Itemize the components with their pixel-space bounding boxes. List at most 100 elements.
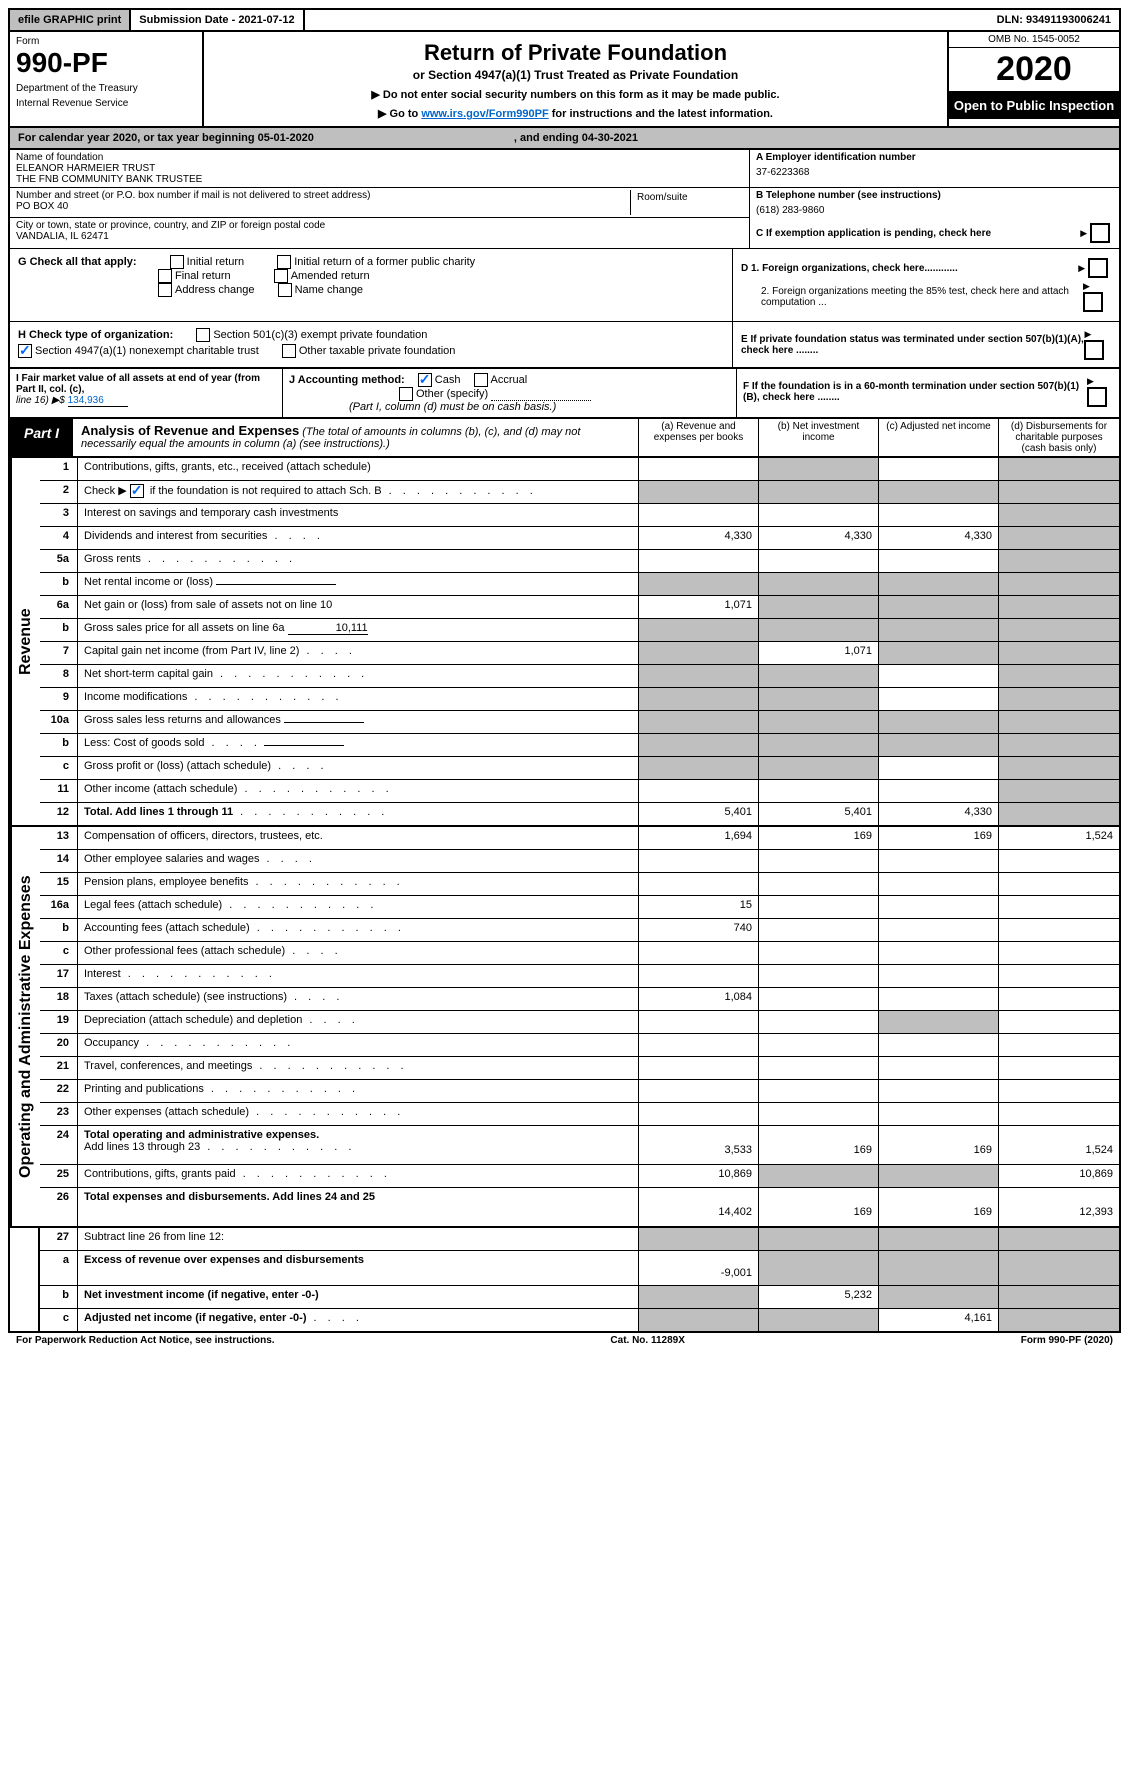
expenses-side-label: Operating and Administrative Expenses xyxy=(10,827,40,1226)
table-row: 7Capital gain net income (from Part IV, … xyxy=(40,642,1119,665)
phone-label: B Telephone number (see instructions) xyxy=(756,190,1113,201)
cash-checkbox[interactable] xyxy=(418,373,432,387)
expenses-table: Operating and Administrative Expenses 13… xyxy=(8,827,1121,1228)
table-row: 14Other employee salaries and wages xyxy=(40,850,1119,873)
amended-checkbox[interactable] xyxy=(274,269,288,283)
address-cell: Number and street (or P.O. box number if… xyxy=(10,188,749,218)
name-change-checkbox[interactable] xyxy=(278,283,292,297)
accrual-checkbox[interactable] xyxy=(474,373,488,387)
form-number: 990-PF xyxy=(16,47,196,79)
table-row: 10aGross sales less returns and allowanc… xyxy=(40,711,1119,734)
irs-link[interactable]: www.irs.gov/Form990PF xyxy=(421,108,548,120)
top-bar: efile GRAPHIC print Submission Date - 20… xyxy=(8,8,1121,32)
col-b-header: (b) Net investment income xyxy=(759,419,879,456)
header-center: Return of Private Foundation or Section … xyxy=(204,32,947,126)
d1-checkbox[interactable] xyxy=(1088,258,1108,278)
part1-label: Part I xyxy=(10,419,73,456)
e-section: E If private foundation status was termi… xyxy=(732,322,1119,367)
table-row: 13Compensation of officers, directors, t… xyxy=(40,827,1119,850)
table-row: bGross sales price for all assets on lin… xyxy=(40,619,1119,642)
dln: DLN: 93491193006241 xyxy=(989,10,1119,30)
part1-header: Part I Analysis of Revenue and Expenses … xyxy=(8,419,1121,458)
c-cell: C If exemption application is pending, c… xyxy=(749,218,1119,249)
4947a1-checkbox[interactable] xyxy=(18,344,32,358)
table-row: 23Other expenses (attach schedule) xyxy=(40,1103,1119,1126)
table-row: 11Other income (attach schedule) xyxy=(40,780,1119,803)
table-row: 18Taxes (attach schedule) (see instructi… xyxy=(40,988,1119,1011)
cat-number: Cat. No. 11289X xyxy=(610,1335,684,1346)
j-section: J Accounting method: Cash Accrual Other … xyxy=(283,369,736,417)
table-row: 8Net short-term capital gain xyxy=(40,665,1119,688)
table-row: bNet rental income or (loss) xyxy=(40,573,1119,596)
initial-return-checkbox[interactable] xyxy=(170,255,184,269)
form-title: Return of Private Foundation xyxy=(210,40,941,66)
final-return-checkbox[interactable] xyxy=(158,269,172,283)
part1-desc: Analysis of Revenue and Expenses (The to… xyxy=(73,419,639,456)
name-cell: Name of foundation ELEANOR HARMEIER TRUS… xyxy=(10,150,749,188)
foundation-name-2: THE FNB COMMUNITY BANK TRUSTEE xyxy=(16,174,743,185)
name-label: Name of foundation xyxy=(16,152,743,163)
f-checkbox[interactable] xyxy=(1087,387,1107,407)
form-footer-label: Form 990-PF (2020) xyxy=(1021,1335,1113,1346)
address-change-checkbox[interactable] xyxy=(158,283,172,297)
table-row: 24Total operating and administrative exp… xyxy=(40,1126,1119,1165)
table-row: cAdjusted net income (if negative, enter… xyxy=(40,1309,1119,1331)
sch-b-checkbox[interactable] xyxy=(130,484,144,498)
col-a-header: (a) Revenue and expenses per books xyxy=(639,419,759,456)
cal-year-end: , and ending 04-30-2021 xyxy=(514,132,638,144)
other-method-checkbox[interactable] xyxy=(399,387,413,401)
501c3-checkbox[interactable] xyxy=(196,328,210,342)
column-headers: (a) Revenue and expenses per books (b) N… xyxy=(639,419,1119,456)
initial-former-checkbox[interactable] xyxy=(277,255,291,269)
city-value: VANDALIA, IL 62471 xyxy=(16,231,743,242)
phone-cell: B Telephone number (see instructions) (6… xyxy=(749,188,1119,218)
col-d-header: (d) Disbursements for charitable purpose… xyxy=(999,419,1119,456)
table-row: 15Pension plans, employee benefits xyxy=(40,873,1119,896)
ein-cell: A Employer identification number 37-6223… xyxy=(749,150,1119,188)
c-label: C If exemption application is pending, c… xyxy=(756,228,991,239)
h-section: H Check type of organization: Section 50… xyxy=(10,322,732,367)
addr-label: Number and street (or P.O. box number if… xyxy=(16,190,630,201)
g-label: G Check all that apply: xyxy=(18,256,137,268)
table-row: 19Depreciation (attach schedule) and dep… xyxy=(40,1011,1119,1034)
table-row: bNet investment income (if negative, ent… xyxy=(40,1286,1119,1309)
ssn-note: ▶ Do not enter social security numbers o… xyxy=(210,88,941,101)
table-row: 17Interest xyxy=(40,965,1119,988)
room-label: Room/suite xyxy=(631,190,743,215)
table-row: aExcess of revenue over expenses and dis… xyxy=(40,1251,1119,1286)
header-left: Form 990-PF Department of the Treasury I… xyxy=(10,32,204,126)
table-row: 2Check ▶ if the foundation is not requir… xyxy=(40,481,1119,504)
ein-label: A Employer identification number xyxy=(756,152,1113,163)
tax-year: 2020 xyxy=(949,48,1119,92)
table-row: 16aLegal fees (attach schedule)15 xyxy=(40,896,1119,919)
d2-label: 2. Foreign organizations meeting the 85%… xyxy=(741,286,1083,308)
d2-checkbox[interactable] xyxy=(1083,292,1103,312)
e-checkbox[interactable] xyxy=(1084,340,1104,360)
foundation-name-1: ELEANOR HARMEIER TRUST xyxy=(16,163,743,174)
h-e-section: H Check type of organization: Section 50… xyxy=(8,322,1121,369)
table-row: 4Dividends and interest from securities4… xyxy=(40,527,1119,550)
arrow-icon xyxy=(1080,228,1087,239)
form-label: Form xyxy=(16,36,196,47)
submission-date: Submission Date - 2021-07-12 xyxy=(131,10,304,30)
subtract-table: 27Subtract line 26 from line 12: aExcess… xyxy=(8,1228,1121,1333)
d1-label: D 1. Foreign organizations, check here..… xyxy=(741,263,958,274)
table-row: 1Contributions, gifts, grants, etc., rec… xyxy=(40,458,1119,481)
goto-note: ▶ Go to www.irs.gov/Form990PF for instru… xyxy=(210,107,941,120)
table-row: 12Total. Add lines 1 through 115,4015,40… xyxy=(40,803,1119,825)
efile-label: efile GRAPHIC print xyxy=(10,10,131,30)
c-checkbox[interactable] xyxy=(1090,223,1110,243)
paperwork-notice: For Paperwork Reduction Act Notice, see … xyxy=(16,1335,275,1346)
omb-number: OMB No. 1545-0052 xyxy=(949,32,1119,48)
table-row: 22Printing and publications xyxy=(40,1080,1119,1103)
i-section: I Fair market value of all assets at end… xyxy=(10,369,283,417)
table-row: 26Total expenses and disbursements. Add … xyxy=(40,1188,1119,1226)
table-row: bAccounting fees (attach schedule)740 xyxy=(40,919,1119,942)
addr-value: PO BOX 40 xyxy=(16,201,630,212)
g-d-section: G Check all that apply: Initial return I… xyxy=(8,249,1121,322)
open-public-badge: Open to Public Inspection xyxy=(949,92,1119,119)
phone-value: (618) 283-9860 xyxy=(756,205,1113,216)
fmv-value: 134,936 xyxy=(68,395,128,407)
form-header: Form 990-PF Department of the Treasury I… xyxy=(8,32,1121,128)
other-taxable-checkbox[interactable] xyxy=(282,344,296,358)
